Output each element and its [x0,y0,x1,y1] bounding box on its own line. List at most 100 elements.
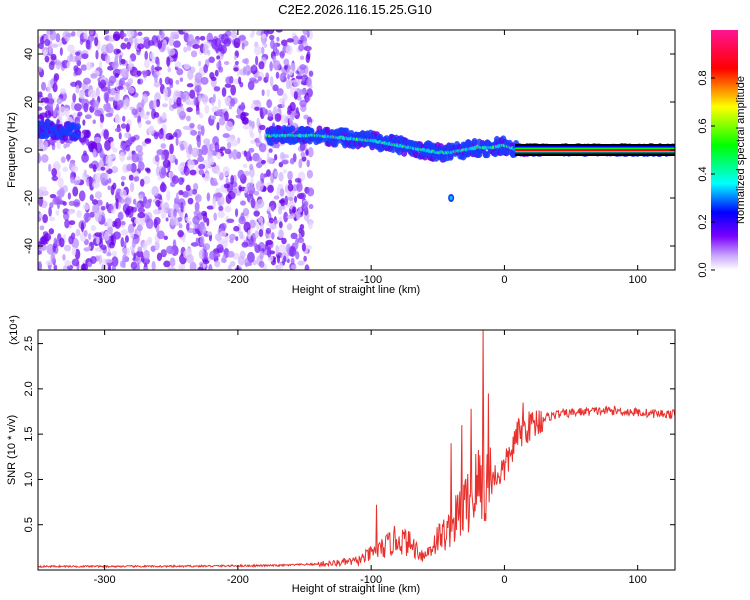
spectrogram-noise-blob [137,212,146,219]
spectrogram-noise-blob [206,192,211,202]
spectrogram-noise-blob [46,102,54,111]
spectrogram-noise-blob [266,89,270,97]
y-tick-label: 1.0 [23,472,35,487]
spectrogram-noise-blob [249,132,255,139]
spectrogram-noise-blob [51,175,59,181]
spectrogram-noise-blob [87,261,93,268]
spectrogram-noise-blob [90,225,97,232]
spectrogram-noise-blob [189,122,195,129]
spectrogram-noise-blob [141,70,149,75]
colorbar-tick-label: 0.4 [697,166,709,181]
spectrogram-noise-blob [92,164,97,173]
x-tick-label: -300 [94,274,116,286]
spectrogram-noise-blob [103,129,109,140]
spectrogram-noise-blob [287,196,294,201]
spectrogram-noise-blob [226,218,235,224]
spectrogram-noise-blob [87,89,95,98]
spectrogram-noise-blob [224,110,229,122]
spectrogram-noise-blob [181,234,186,243]
spectrogram-noise-blob [106,252,112,257]
spectrogram-noise-blob [290,264,297,270]
spectrogram-noise-blob [168,171,174,178]
spectrogram-noise-blob [183,63,191,70]
spectrogram-noise-blob [245,151,252,162]
spectrogram-noise-blob [286,38,294,43]
spectrogram-noise-blob [44,55,50,63]
spectrogram-noise-blob [38,261,43,270]
colorbar: 0.0 0.2 0.4 0.6 0.8 Normalized spectral ampl… [697,30,747,278]
spectrogram-noise-blob [280,114,288,125]
spectrogram-noise-blob [119,30,125,40]
spectrogram-noise-blob [220,230,227,237]
spectrogram-noise-blob [299,64,307,71]
spectrogram-noise-blob [172,132,178,138]
spectrogram-noise-blob [156,252,163,262]
spectrogram-ridge-blob [74,123,81,131]
spectrogram-noise-blob [198,169,205,176]
spectrogram-noise-blob [53,237,58,247]
spectrogram-noise-blob [123,84,127,92]
colorbar-tick-label: 0.0 [697,262,709,277]
spectrogram-noise-blob [160,249,167,258]
spectrogram-noise-blob [75,51,81,56]
spectrogram-noise-blob [192,43,201,50]
spectrogram-noise-blob [85,138,90,146]
spectrogram-noise-blob [167,266,176,270]
spectrogram-noise-blob [186,44,192,52]
x-tick-label: 100 [629,274,647,286]
spectrogram-noise-blob [250,198,256,209]
spectrogram-noise-blob [177,164,185,172]
spectrogram-noise-blob [144,239,152,246]
spectrogram-noise-blob [233,225,240,232]
spectrogram-noise-blob [285,45,293,55]
spectrogram-noise-blob [182,191,189,198]
spectrogram-noise-blob [100,205,106,211]
spectrogram-noise-blob [63,143,68,149]
spectrogram-noise-blob [234,60,239,66]
spectrogram-noise-blob [174,61,182,68]
spectrogram-noise-blob [209,157,215,166]
spectrogram-noise-blob [138,194,144,201]
spectrogram-noise-blob [137,246,143,253]
spectrogram-noise-blob [220,257,227,263]
spectrogram-noise-blob [276,88,284,96]
spectrogram-noise-blob [38,152,41,164]
spectrogram-noise-blob [111,61,119,70]
y-tick-label: 20 [23,96,35,108]
spectrogram-noise-blob [298,158,303,169]
spectrogram-noise-blob [289,213,296,219]
spectrogram-noise-blob [257,76,262,82]
spectrogram-noise-blob [160,208,167,219]
spectrogram-noise-blob [227,190,236,200]
spectrogram-noise-blob [55,209,60,216]
spectrogram-noise-blob [178,190,184,196]
spectrogram-noise-blob [178,263,184,270]
spectrogram-noise-blob [251,64,257,72]
spectrogram-noise-blob [52,110,57,118]
spectrogram-noise-blob [216,169,221,176]
spectrogram-noise-blob [70,176,75,184]
spectrogram-noise-blob [287,183,294,192]
spectrogram-noise-blob [111,256,119,267]
spectrogram-noise-blob [135,256,142,265]
spectrogram-noise-blob [85,39,91,50]
spectrogram-noise-blob [301,156,307,162]
spectrogram-noise-blob [279,97,284,104]
spectrogram-noise-blob [105,201,109,210]
spectrogram-noise-blob [139,178,145,187]
spectrogram-outlier-core [449,196,453,200]
spectrogram-noise-blob [261,33,267,39]
spectrogram-noise-blob [283,211,289,223]
spectrogram-noise-blob [39,225,45,231]
spectrogram-noise-blob [260,221,264,231]
spectrogram-noise-blob [168,78,174,86]
spectrogram-noise-blob [152,99,157,110]
spectrogram-noise-blob [232,187,238,194]
spectrogram-noise-blob [290,257,295,265]
spectrogram-noise-blob [297,260,305,266]
spectrogram-noise-blob [83,77,91,85]
spectrogram-noise-blob [38,249,42,255]
spectrogram-noise-blob [258,133,262,141]
x-tick-label: 0 [501,574,507,586]
spectrogram-noise-blob [170,31,179,38]
